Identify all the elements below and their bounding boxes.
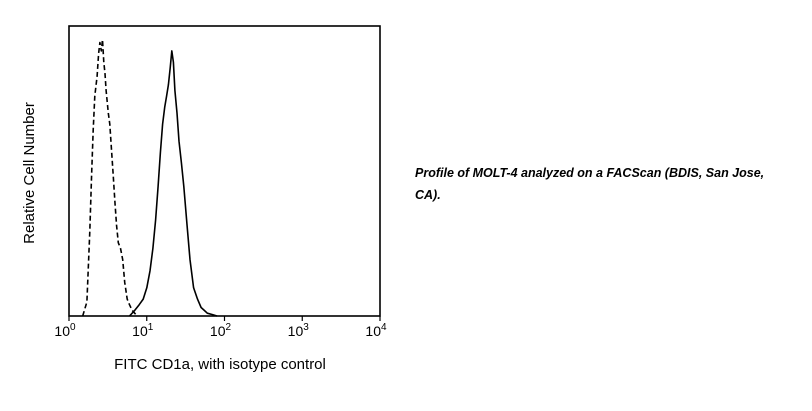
x-tick-label: 102 xyxy=(210,322,232,339)
series-layer xyxy=(81,38,218,317)
x-axis-label: FITC CD1a, with isotype control xyxy=(114,356,326,373)
plot-frame xyxy=(68,25,381,317)
plot-area xyxy=(68,25,381,317)
x-tick-label: 100 xyxy=(54,322,76,339)
x-tick-label: 103 xyxy=(288,322,310,339)
figure-caption: Profile of MOLT-4 analyzed on a FACScan … xyxy=(415,166,765,202)
x-tick-label: 101 xyxy=(132,322,154,339)
x-tick-label: 104 xyxy=(365,322,387,339)
cd1a-histogram xyxy=(128,50,218,317)
isotype-control-histogram xyxy=(81,38,138,317)
y-axis-label: Relative Cell Number xyxy=(21,102,38,244)
x-axis-ticks: 100 101 102 103 104 xyxy=(54,316,387,339)
